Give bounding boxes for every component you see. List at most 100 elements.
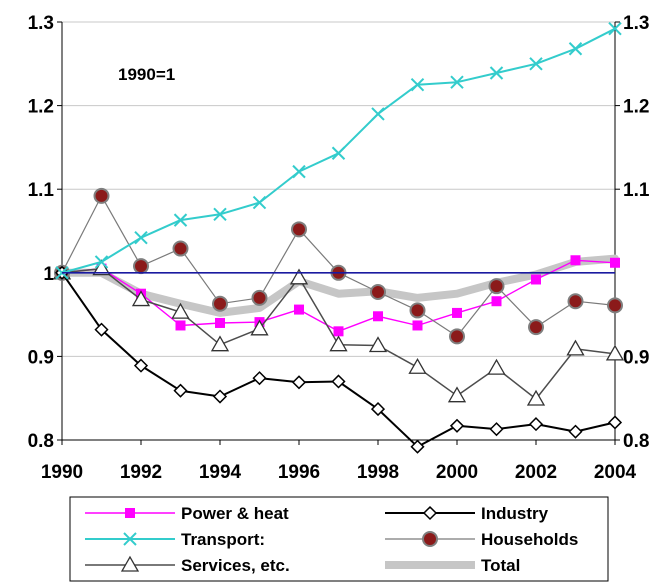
series-total: [58, 254, 619, 317]
legend-swatch-marker: [422, 531, 438, 547]
series-industry: [54, 265, 623, 454]
legend-label: Transport:: [181, 530, 265, 549]
data-point: [134, 230, 148, 245]
y-tick-label-right: 0.9: [623, 347, 649, 368]
data-point: [410, 77, 425, 92]
data-point: [173, 213, 188, 227]
x-tick-label: 1998: [357, 462, 399, 483]
x-marker-stroke: [94, 255, 109, 269]
y-tick-label-right: 1.2: [623, 97, 649, 118]
data-point: [131, 290, 151, 307]
data-point: [529, 57, 543, 71]
x-marker-stroke: [489, 66, 504, 80]
data-point: [491, 296, 502, 307]
legend-label: Households: [481, 530, 578, 549]
x-marker-stroke: [608, 21, 622, 36]
data-point: [570, 255, 581, 266]
y-tick-label-left: 0.9: [28, 347, 54, 368]
data-point: [294, 304, 304, 315]
x-tick-label: 2002: [515, 462, 557, 483]
data-point: [447, 386, 467, 403]
data-point: [92, 259, 111, 276]
data-point: [449, 418, 465, 433]
legend-entry: Transport:: [85, 530, 265, 549]
legend-swatch-marker: [120, 555, 140, 572]
data-point: [333, 326, 344, 337]
tick-labels: 1.3 1.2 1.1 1 0.9 0.8 1.3 1.2 1.1 0.9 0.8 1990 1992 1…: [28, 13, 650, 483]
x-marker-stroke: [450, 75, 464, 89]
data-point: [450, 75, 464, 89]
axes: [57, 21, 620, 445]
data-point: [329, 335, 348, 352]
data-point: [133, 258, 149, 275]
x-tick-label: 2004: [594, 462, 637, 483]
x-tick-label: 2000: [436, 462, 478, 483]
data-point: [452, 307, 462, 318]
y-tick-label-left: 1.2: [28, 97, 54, 118]
chart-annotation: 1990=1: [118, 65, 175, 84]
legend-label: Industry: [481, 504, 549, 523]
data-point: [607, 297, 623, 314]
data-point: [531, 274, 541, 285]
legend-entry: Power & heat: [85, 504, 289, 523]
data-point: [568, 424, 583, 439]
legend-swatch-marker: [125, 508, 135, 518]
legend-entry: Households: [385, 530, 578, 549]
data-point: [210, 335, 230, 352]
data-point: [133, 358, 149, 373]
data-point: [171, 302, 190, 319]
data-point: [212, 295, 228, 312]
data-point: [94, 322, 109, 337]
data-point: [291, 221, 307, 238]
y-tick-label-right: 1.1: [623, 180, 650, 201]
series-households: [54, 187, 623, 345]
data-point: [605, 344, 625, 361]
data-point: [568, 42, 583, 56]
series-transport: [55, 21, 622, 280]
x-marker-stroke: [529, 57, 543, 71]
x-marker-stroke: [371, 107, 385, 121]
data-point: [215, 317, 225, 328]
data-point: [252, 371, 267, 386]
legend-entry: Services, etc.: [85, 555, 290, 575]
y-tick-label-right: 0.8: [623, 431, 649, 452]
series-line: [58, 254, 619, 317]
data-point: [292, 164, 306, 179]
data-point: [175, 320, 186, 331]
x-tick-label: 1990: [41, 462, 83, 483]
data-point: [251, 289, 268, 306]
data-point: [409, 302, 426, 319]
legend-swatch-marker: [422, 505, 438, 521]
data-point: [331, 146, 346, 160]
y-tick-label-left: 1: [43, 264, 54, 285]
x-marker-stroke: [123, 532, 137, 546]
data-point: [370, 284, 386, 301]
y-tick-label-right: 1.3: [623, 13, 649, 34]
data-point: [489, 66, 504, 80]
x-marker-stroke: [252, 195, 267, 210]
x-tick-label: 1994: [199, 462, 242, 483]
y-tick-label-left: 1.1: [28, 180, 55, 201]
data-point: [566, 339, 585, 356]
x-marker-stroke: [173, 213, 188, 227]
x-marker-stroke: [213, 207, 227, 221]
data-point: [412, 320, 423, 331]
data-point: [291, 375, 307, 390]
x-marker-stroke: [134, 230, 148, 245]
data-point: [607, 415, 623, 430]
data-point: [528, 417, 544, 432]
y-tick-label-left: 1.3: [28, 13, 54, 34]
data-point: [213, 207, 227, 221]
legend-swatch-marker: [123, 532, 137, 546]
x-tick-label: 1992: [120, 462, 162, 483]
data-point: [371, 107, 385, 121]
data-point: [528, 319, 544, 336]
data-point: [408, 357, 427, 374]
x-marker-stroke: [410, 77, 425, 92]
legend-label: Services, etc.: [181, 556, 290, 575]
data-point: [487, 358, 506, 375]
data-point: [252, 195, 267, 210]
data-point: [489, 422, 504, 437]
data-point: [289, 268, 309, 285]
